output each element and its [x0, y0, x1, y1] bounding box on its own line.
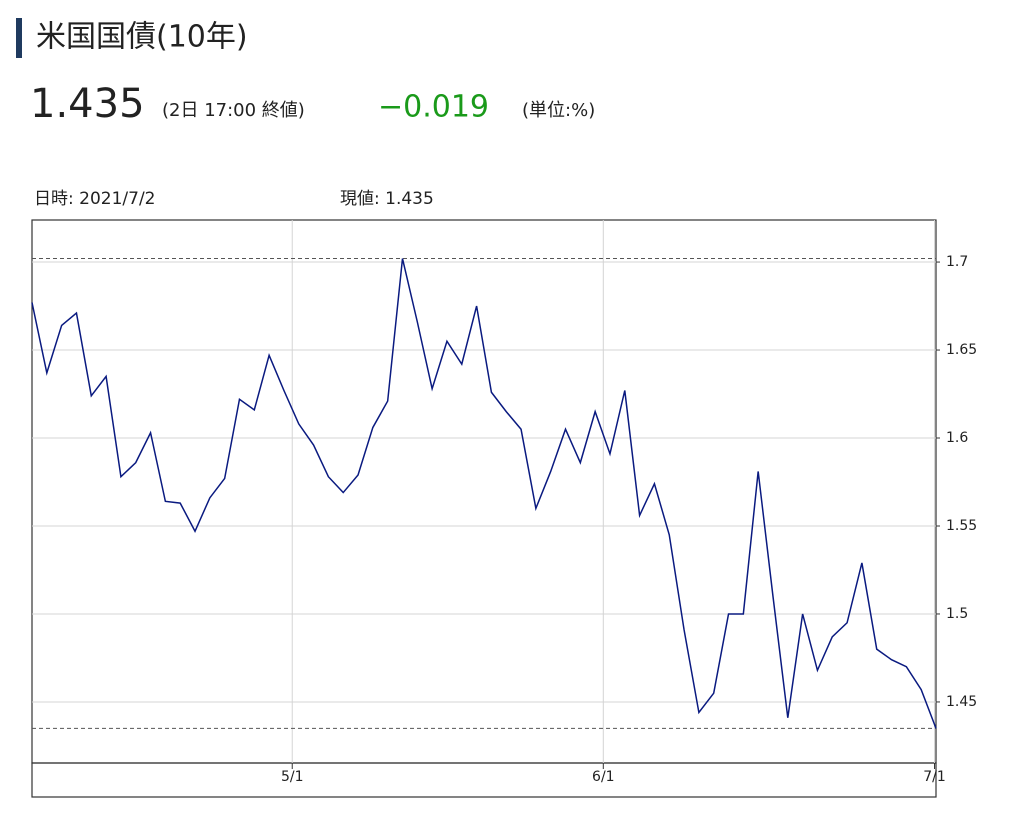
y-tick-label: 1.55 [946, 518, 977, 534]
info-current: 現値: 1.435 [340, 189, 434, 209]
y-tick-label: 1.7 [946, 254, 968, 270]
price-time: (2日 17:00 終値) [162, 100, 305, 121]
price-line [31, 258, 937, 729]
y-tick-label: 1.65 [946, 342, 977, 358]
info-date: 日時: 2021/7/2 [34, 189, 155, 209]
price-change: −0.019 [378, 90, 489, 125]
x-tick-label: 7/1 [923, 769, 946, 785]
title-bar [16, 18, 22, 58]
x-tick-label: 5/1 [281, 769, 304, 785]
plot-frame [31, 219, 937, 764]
y-tick-label: 1.5 [946, 606, 968, 622]
x-axis-frame [31, 762, 937, 798]
y-tick-label: 1.6 [946, 430, 968, 446]
unit: (単位:%) [522, 100, 595, 121]
x-tick-label: 6/1 [592, 769, 615, 785]
title: 米国国債(10年) [36, 20, 248, 55]
y-tick-label: 1.45 [946, 694, 977, 710]
price: 1.435 [30, 81, 145, 127]
